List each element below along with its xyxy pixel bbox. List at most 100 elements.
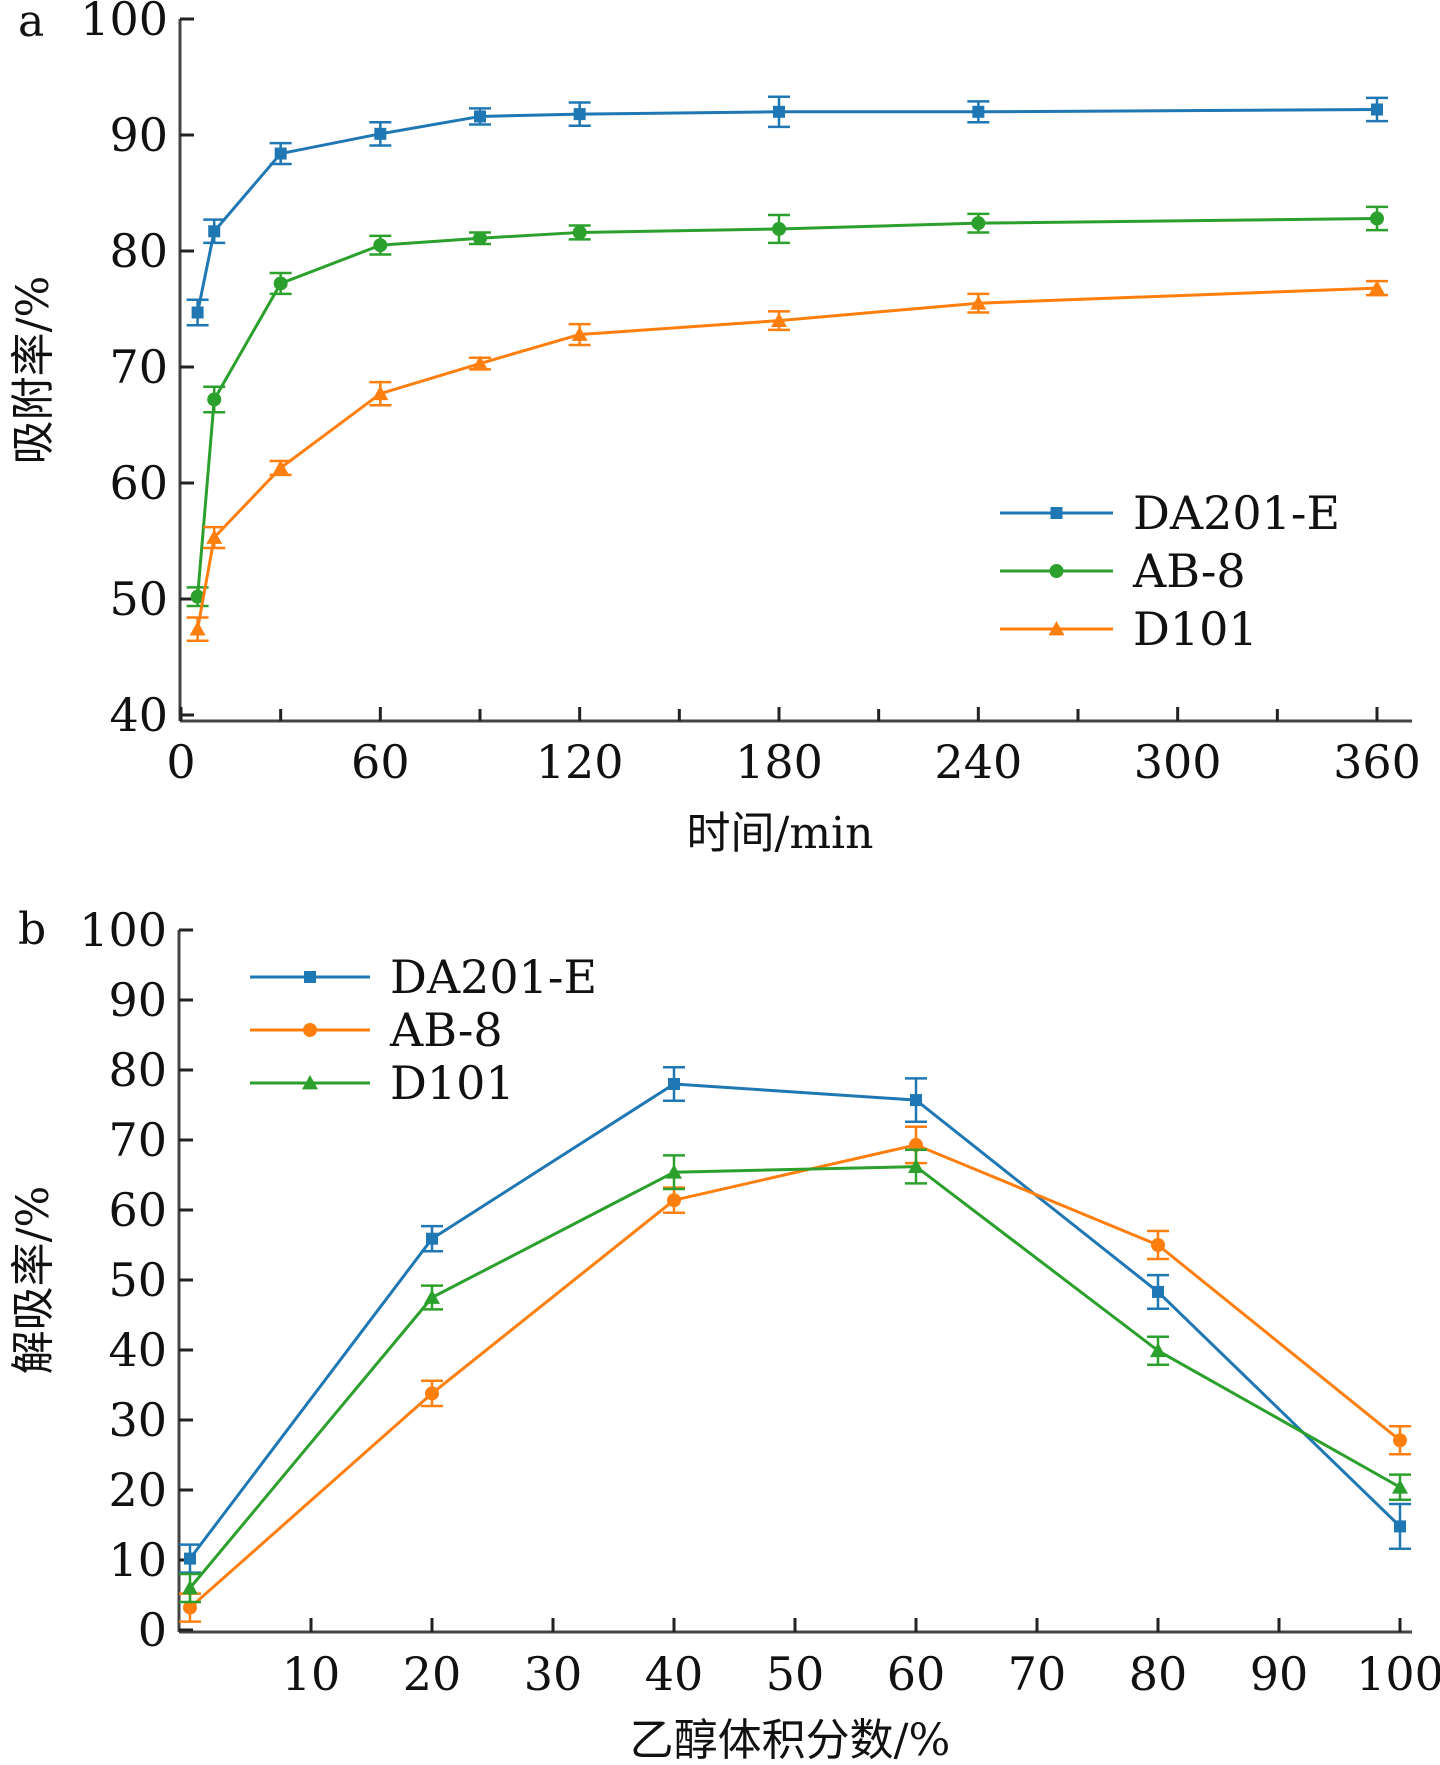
data-point bbox=[773, 105, 785, 118]
y-tick-label: 90 bbox=[109, 108, 168, 162]
panel-b-series bbox=[179, 1065, 1411, 1623]
x-tick-label: 100 bbox=[1356, 1647, 1440, 1701]
data-point bbox=[573, 108, 586, 121]
data-point bbox=[182, 1580, 198, 1595]
data-point bbox=[373, 238, 388, 253]
data-point bbox=[1152, 1285, 1164, 1298]
data-point bbox=[971, 216, 986, 231]
data-point bbox=[1369, 280, 1385, 295]
y-tick-label: 70 bbox=[108, 1113, 167, 1167]
data-point bbox=[372, 385, 389, 401]
series-line bbox=[189, 1143, 1401, 1609]
y-tick-label: 0 bbox=[138, 1603, 167, 1657]
x-tick-label: 10 bbox=[282, 1647, 341, 1701]
legend-item: DA201-E bbox=[1000, 486, 1340, 540]
y-tick-label: 20 bbox=[108, 1463, 167, 1517]
x-tick-label: 300 bbox=[1134, 735, 1222, 789]
data-point bbox=[668, 1078, 680, 1090]
y-tick-label: 70 bbox=[109, 340, 168, 394]
series-line bbox=[196, 107, 1378, 313]
data-point bbox=[571, 326, 588, 341]
x-tick-label: 90 bbox=[1250, 1647, 1309, 1701]
y-tick-label: 50 bbox=[108, 1253, 167, 1307]
data-point bbox=[910, 1094, 922, 1107]
y-tick-label: 40 bbox=[108, 1323, 167, 1377]
legend-label: D101 bbox=[1133, 602, 1258, 656]
y-tick-label: 50 bbox=[109, 572, 168, 626]
data-point bbox=[667, 1193, 681, 1208]
data-point bbox=[206, 529, 223, 544]
legend-item: AB-8 bbox=[250, 1003, 503, 1057]
data-point bbox=[424, 1289, 440, 1304]
x-tick-label: 60 bbox=[351, 735, 410, 789]
data-point bbox=[908, 1158, 924, 1173]
data-point bbox=[666, 1164, 682, 1179]
data-point bbox=[970, 295, 987, 310]
data-point bbox=[1393, 1433, 1407, 1448]
data-point bbox=[273, 276, 288, 291]
y-tick-label: 100 bbox=[80, 0, 168, 46]
legend-item: AB-8 bbox=[1000, 544, 1246, 598]
x-tick-label: 80 bbox=[1129, 1647, 1188, 1701]
data-point bbox=[473, 231, 487, 246]
y-tick-label: 40 bbox=[109, 688, 168, 742]
panel-b-desorption-chart: b 0 10 20 30 40 50 60 70 80 90 100 10 20 30 40 50 60 70 80… bbox=[8, 903, 1440, 1765]
data-point bbox=[474, 110, 486, 123]
data-point bbox=[771, 312, 787, 327]
data-point bbox=[191, 306, 204, 319]
data-point bbox=[1150, 1342, 1166, 1358]
panel-a-axes: 40 50 60 70 80 90 100 0 60 120 180 240 300 360 bbox=[80, 0, 1421, 789]
data-point bbox=[1394, 1520, 1406, 1533]
series-line bbox=[188, 1082, 1402, 1560]
data-point bbox=[207, 392, 222, 407]
legend-item: DA201-E bbox=[250, 950, 597, 1004]
legend-label: D101 bbox=[390, 1056, 515, 1110]
x-tick-label: 360 bbox=[1333, 735, 1421, 789]
legend-marker-icon bbox=[1048, 621, 1065, 636]
legend-label: AB-8 bbox=[389, 1003, 503, 1057]
legend-marker-icon bbox=[1050, 507, 1063, 519]
panel-a-x-axis-title: 时间/min bbox=[687, 808, 874, 859]
data-point bbox=[909, 1137, 923, 1152]
data-point bbox=[425, 1386, 439, 1401]
data-point bbox=[208, 225, 221, 238]
panel-a-adsorption-chart: a 40 50 60 70 80 90 100 0 60 120 180 240 300 360 DA20… bbox=[8, 0, 1421, 859]
panel-a-series bbox=[186, 95, 1388, 643]
panel-b-axes: 0 10 20 30 40 50 60 70 80 90 100 10 20 30 40 50 60 70 80 90… bbox=[79, 903, 1440, 1701]
panel-b-y-axis-title: 解吸率/% bbox=[8, 1186, 59, 1375]
data-point bbox=[572, 225, 587, 240]
x-tick-label: 70 bbox=[1008, 1647, 1067, 1701]
y-tick-label: 10 bbox=[108, 1533, 167, 1587]
data-point bbox=[972, 105, 985, 118]
panel-a-y-axis-title: 吸附率/% bbox=[8, 276, 59, 465]
data-point bbox=[272, 459, 289, 475]
x-tick-label: 0 bbox=[166, 735, 195, 789]
data-point bbox=[1392, 1479, 1408, 1494]
y-tick-label: 80 bbox=[109, 224, 168, 278]
legend-marker-icon bbox=[304, 971, 316, 983]
data-point bbox=[772, 221, 786, 236]
legend-label: AB-8 bbox=[1132, 544, 1246, 598]
x-tick-label: 20 bbox=[403, 1647, 462, 1701]
data-point bbox=[190, 589, 205, 604]
data-point bbox=[1370, 211, 1384, 226]
panel-b-label: b bbox=[18, 904, 46, 955]
y-tick-label: 60 bbox=[109, 456, 168, 510]
data-point bbox=[374, 127, 387, 140]
panel-a-label: a bbox=[18, 0, 44, 47]
data-point bbox=[184, 1552, 196, 1565]
x-tick-label: 40 bbox=[645, 1647, 704, 1701]
y-tick-label: 100 bbox=[79, 903, 167, 957]
series-ab-8 bbox=[179, 1125, 1411, 1623]
series-ab-8 bbox=[186, 205, 1388, 608]
legend-item: D101 bbox=[1000, 602, 1258, 656]
data-point bbox=[183, 1600, 197, 1615]
series-d101 bbox=[186, 279, 1388, 643]
series-line bbox=[188, 1165, 1401, 1589]
x-tick-label: 180 bbox=[735, 735, 823, 789]
y-tick-label: 60 bbox=[108, 1183, 167, 1237]
panel-b-x-axis-title: 乙醇体积分数/% bbox=[630, 1715, 951, 1765]
